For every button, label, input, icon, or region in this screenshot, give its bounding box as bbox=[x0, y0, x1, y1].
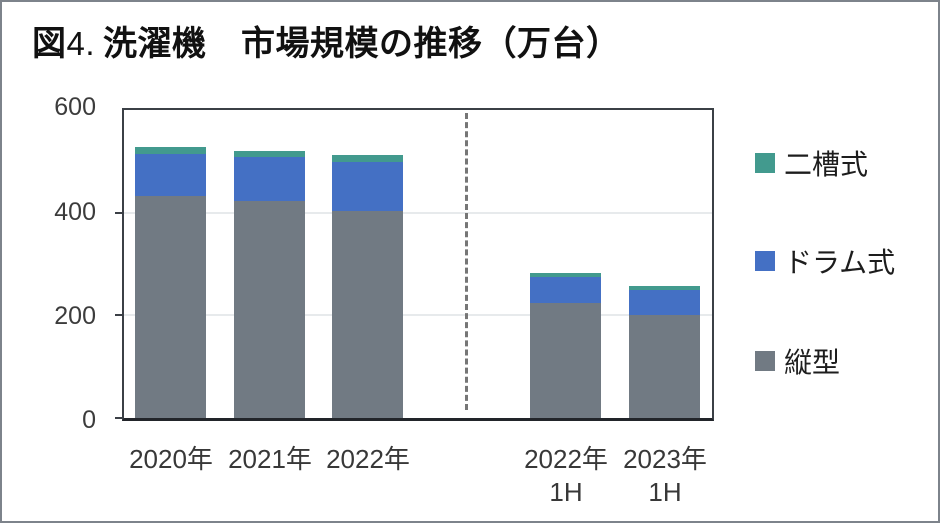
x-axis-label-2022-1h: 2022年 bbox=[524, 444, 608, 474]
bar-segment-twin-tub bbox=[135, 147, 206, 155]
title-text: 洗濯機 市場規模の推移（万台） bbox=[103, 25, 621, 63]
legend-swatch-twin-tub bbox=[755, 153, 775, 173]
bar-2021年 bbox=[234, 110, 305, 418]
y-axis-label-600: 600 bbox=[54, 93, 96, 121]
gridline-400 bbox=[124, 211, 712, 214]
bar-segment-twin-tub bbox=[629, 286, 700, 290]
bar-segment-drum-type bbox=[234, 157, 305, 202]
gridline-200 bbox=[124, 314, 712, 317]
bar-segment-vertical-type bbox=[135, 195, 206, 418]
bar-segment-vertical-type bbox=[332, 211, 403, 418]
legend-swatch-drum-type bbox=[755, 251, 775, 271]
y-tick-400 bbox=[115, 211, 122, 214]
bar-segment-vertical-type bbox=[629, 315, 700, 418]
legend-item-drum-type: ドラム式 bbox=[755, 246, 895, 278]
group-separator-line bbox=[465, 113, 468, 410]
bar-2020年 bbox=[135, 110, 206, 418]
y-tick-200 bbox=[115, 314, 122, 317]
figure-label: 図 bbox=[32, 25, 67, 63]
legend-label-vertical-type: 縦型 bbox=[784, 347, 841, 378]
legend-item-vertical-type: 縦型 bbox=[755, 346, 840, 378]
plot-area bbox=[115, 108, 714, 421]
legend-label-twin-tub: 二槽式 bbox=[784, 149, 869, 180]
figure-title: 図4. 洗濯機 市場規模の推移（万台） bbox=[32, 24, 621, 64]
bar-segment-drum-type bbox=[332, 162, 403, 212]
bar-2023年-1H bbox=[629, 110, 700, 418]
x-axis-label-2022: 2022年 bbox=[326, 444, 410, 474]
bar-segment-drum-type bbox=[629, 289, 700, 316]
legend-item-twin-tub: 二槽式 bbox=[755, 148, 868, 180]
legend-swatch-vertical-type bbox=[755, 351, 775, 371]
legend-label-drum-type: ドラム式 bbox=[784, 247, 896, 278]
bar-segment-twin-tub bbox=[332, 155, 403, 163]
x-axis-label-2021: 2021年 bbox=[228, 444, 312, 474]
x-axis-label-2023-1h: 2023年 bbox=[623, 444, 707, 474]
bar-segment-twin-tub bbox=[530, 273, 601, 278]
y-tick-0 bbox=[115, 417, 122, 419]
y-axis-label-200: 200 bbox=[54, 302, 96, 330]
bar-segment-vertical-type bbox=[234, 201, 305, 418]
bar-segment-vertical-type bbox=[530, 302, 601, 418]
x-axis-label-2020: 2020年 bbox=[129, 444, 213, 474]
bar-segment-twin-tub bbox=[234, 150, 305, 158]
x-axis-sublabel-2023-1h: 1H bbox=[648, 477, 682, 507]
bar-2022年 bbox=[332, 110, 403, 418]
bar-segment-drum-type bbox=[135, 154, 206, 196]
y-axis-label-400: 400 bbox=[54, 198, 96, 226]
bar-segment-drum-type bbox=[530, 277, 601, 303]
figure-number: 4. bbox=[66, 25, 96, 62]
x-axis-sublabel-2022-1h: 1H bbox=[549, 477, 583, 507]
y-axis-label-0: 0 bbox=[82, 406, 96, 434]
bar-2022年-1H bbox=[530, 110, 601, 418]
